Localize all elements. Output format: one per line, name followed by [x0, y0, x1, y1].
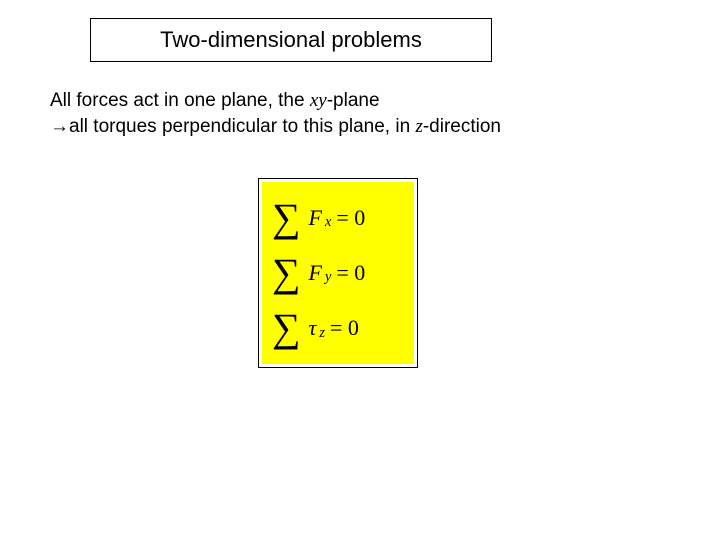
equals-zero: = 0	[336, 205, 365, 231]
equation-row: ∑ Fx = 0	[272, 198, 365, 238]
equation-row: ∑ Fy = 0	[272, 253, 365, 293]
equations-inner: ∑ Fx = 0 ∑ Fy = 0 ∑ τz = 0	[262, 182, 414, 364]
body-line2-math: z	[415, 116, 422, 137]
equations-box: ∑ Fx = 0 ∑ Fy = 0 ∑ τz = 0	[258, 178, 418, 368]
sigma-symbol: ∑	[272, 253, 301, 293]
body-line2-prefix: →all torques perpendicular to this plane…	[50, 116, 415, 137]
body-line-2: →all torques perpendicular to this plane…	[50, 114, 501, 140]
equation-subscript: z	[319, 325, 325, 342]
body-line2-suffix: -direction	[423, 116, 501, 137]
title-box: Two-dimensional problems	[90, 18, 492, 62]
body-line1-prefix: All forces act in one plane, the	[50, 90, 310, 111]
equation-variable: τ	[309, 315, 317, 341]
equation-row: ∑ τz = 0	[272, 308, 359, 348]
title-text: Two-dimensional problems	[160, 27, 422, 53]
body-text: All forces act in one plane, the xy-plan…	[50, 88, 501, 139]
sigma-symbol: ∑	[272, 198, 301, 238]
equation-subscript: x	[325, 214, 331, 231]
body-line-1: All forces act in one plane, the xy-plan…	[50, 88, 501, 114]
equals-zero: = 0	[336, 260, 365, 286]
equation-variable: F	[309, 260, 322, 286]
body-line1-math: xy	[310, 90, 327, 111]
equation-subscript: y	[325, 269, 331, 286]
sigma-symbol: ∑	[272, 308, 301, 348]
equation-variable: F	[309, 205, 322, 231]
equals-zero: = 0	[330, 315, 359, 341]
body-line1-suffix: -plane	[327, 90, 380, 111]
